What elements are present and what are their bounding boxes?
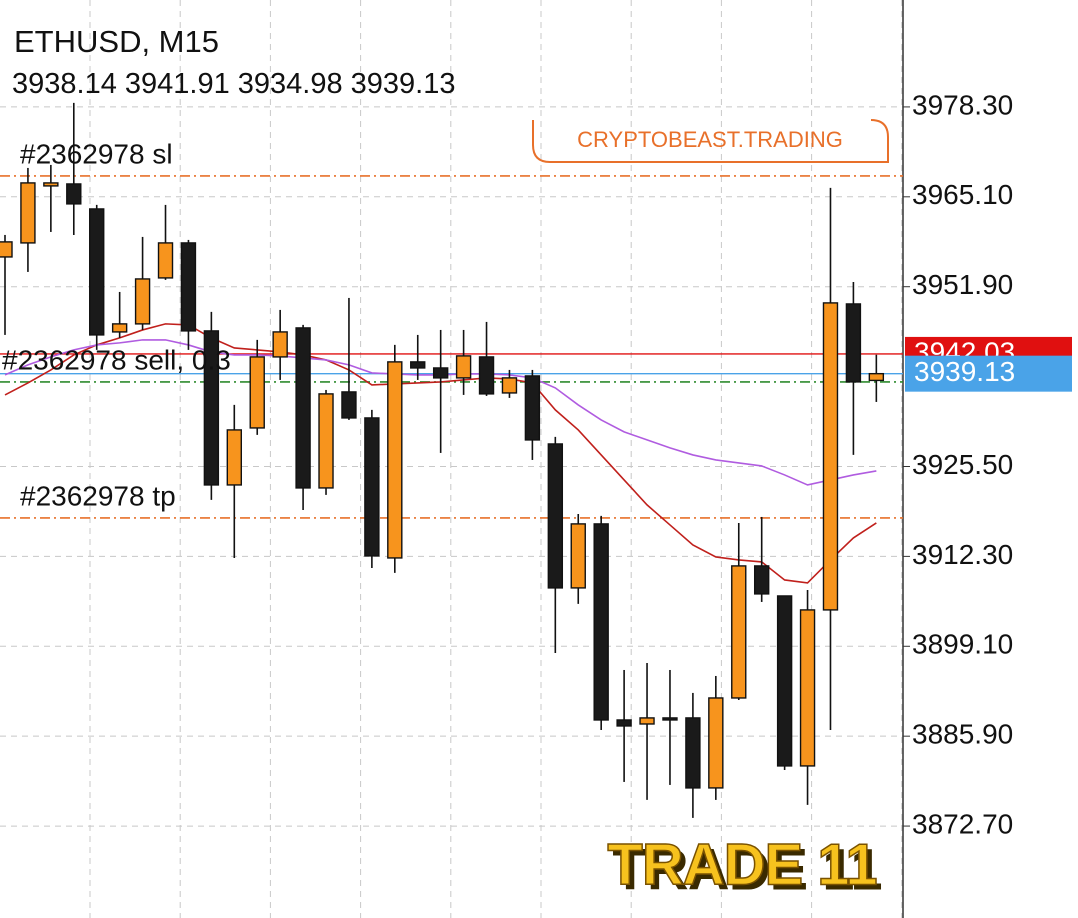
candle-body <box>662 717 678 721</box>
candle-body <box>43 182 59 187</box>
candle-body <box>180 242 197 332</box>
y-tick-label: 3925.50 <box>912 449 1013 480</box>
bid-price-box <box>905 355 1072 392</box>
ohlc-header: 3938.14 3941.91 3934.98 3939.13 <box>12 68 456 100</box>
ohlc-open: 3938.14 <box>12 68 117 100</box>
candle-body <box>226 429 243 486</box>
candle-body <box>387 361 403 559</box>
candle-body <box>364 417 380 557</box>
candle-body <box>249 356 265 429</box>
order-level-label: #2362978 tp <box>20 480 176 511</box>
y-tick-label: 3899.10 <box>912 629 1013 660</box>
candle-body <box>0 241 13 258</box>
candle-body <box>203 330 220 486</box>
candle-body <box>685 717 701 789</box>
candle-body <box>524 375 541 441</box>
candle-body <box>66 183 82 205</box>
candle-body <box>410 361 426 369</box>
candle-body <box>616 719 632 727</box>
candle-body <box>593 523 609 721</box>
candle-body <box>432 367 449 379</box>
candle-body <box>799 609 816 767</box>
candle-body <box>341 391 357 419</box>
candle-body <box>20 182 36 244</box>
candle-body <box>295 327 311 489</box>
candle-body <box>547 443 564 589</box>
candle-body <box>845 303 862 383</box>
ohlc-high: 3941.91 <box>125 68 230 100</box>
y-tick-label: 3912.30 <box>912 539 1013 570</box>
order-level-label: #2362978 sl <box>20 138 173 169</box>
candle-body <box>89 208 105 336</box>
candle-body <box>134 278 151 325</box>
candle-body <box>868 372 885 382</box>
candle-body <box>501 377 518 394</box>
candle-body <box>708 697 724 789</box>
bid-price-label: 3939.13 <box>914 356 1015 387</box>
candle-body <box>822 302 839 611</box>
candle-body <box>157 242 174 279</box>
ohlc-low: 3934.98 <box>238 68 343 100</box>
y-tick-label: 3978.30 <box>912 89 1013 120</box>
candle-body <box>776 595 793 767</box>
candle-body <box>753 565 770 595</box>
candle-body <box>731 565 747 699</box>
y-tick-label: 3951.90 <box>912 269 1013 300</box>
candle-body <box>455 355 472 379</box>
watermark-frame <box>532 119 889 163</box>
order-level-label: #2362978 sell, 0.3 <box>2 344 231 375</box>
y-tick-label: 3872.70 <box>912 808 1013 839</box>
watermark: CRYPTOBEAST.TRADING <box>577 127 843 152</box>
y-tick-label: 3965.10 <box>912 179 1013 210</box>
caption: TRADE 11 <box>607 832 876 897</box>
caption-shadow: TRADE 11 <box>612 837 881 902</box>
y-tick-label: 3885.90 <box>912 719 1013 750</box>
chart-title: ETHUSD, M15 <box>14 24 219 59</box>
candle-body <box>639 717 655 725</box>
candle-body <box>570 523 586 589</box>
candle-body <box>318 393 334 489</box>
candle-body <box>272 331 288 358</box>
candle-body <box>111 323 128 333</box>
candle-body <box>478 356 495 395</box>
ohlc-close: 3939.13 <box>351 68 456 100</box>
